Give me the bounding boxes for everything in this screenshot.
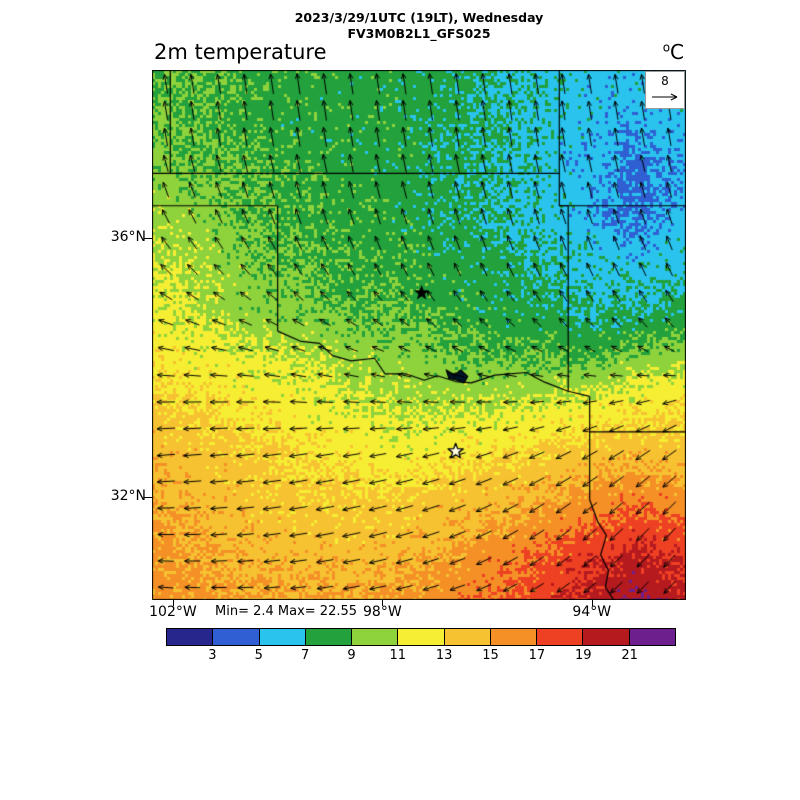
units-main: C (670, 40, 684, 64)
ref-vector-arrow-icon (652, 93, 678, 101)
colorbar-segment (167, 629, 214, 645)
colorbar-tick-label: 7 (300, 648, 310, 663)
ref-vector-box: 8 (645, 71, 685, 109)
lat-tick-label: 36°N (110, 229, 146, 246)
colorbar (166, 628, 676, 646)
colorbar-segment (305, 629, 353, 645)
lon-tick-label: 102°W (149, 604, 197, 620)
colorbar-tick-label: 13 (435, 648, 453, 663)
colorbar-tick-label: 3 (208, 648, 217, 663)
ref-vector-value: 8 (661, 74, 669, 88)
colorbar-segment (398, 629, 445, 645)
header-model-name: FV3M0B2L1_GFS025 (347, 26, 491, 41)
lat-tick-mark (144, 496, 152, 498)
colorbar-segment (444, 629, 491, 645)
plot-header: 2023/3/29/1UTC (19LT), Wednesday FV3M0B2… (152, 10, 686, 42)
lat-tick-label: 32°N (110, 487, 146, 504)
colorbar-tick-label: 15 (482, 648, 499, 663)
plot-title: 2m temperature (154, 40, 327, 64)
minmax-stats: Min= 2.4 Max= 22.55 (215, 604, 358, 619)
colorbar-tick-label: 21 (621, 648, 638, 663)
colorbar-tick-label: 11 (389, 648, 407, 663)
lon-tick-label: 98°W (363, 604, 402, 620)
colorbar-segment (583, 629, 630, 645)
lon-tick-mark (172, 600, 174, 606)
temperature-map-canvas (152, 70, 686, 600)
lon-tick-mark (591, 600, 593, 606)
colorbar-tick-label: 17 (528, 648, 546, 663)
colorbar-tick-label: 5 (254, 648, 263, 663)
colorbar-segment (490, 629, 538, 645)
colorbar-wrap: 3 5 7 9 11 13 15 17 19 21 (166, 628, 676, 664)
colorbar-segment (213, 629, 260, 645)
units-label: oC (663, 40, 684, 64)
map-frame: 8 (152, 70, 686, 600)
lon-tick-mark (382, 600, 384, 606)
colorbar-segment (537, 629, 584, 645)
header-datetime: 2023/3/29/1UTC (19LT), Wednesday (294, 10, 544, 25)
lon-tick-label: 94°W (572, 604, 612, 620)
units-degree-sup: o (662, 40, 671, 55)
lat-tick-mark (144, 238, 152, 240)
colorbar-segment (352, 629, 399, 645)
colorbar-segment (629, 629, 675, 645)
colorbar-tick-label: 19 (574, 648, 592, 663)
colorbar-segment (259, 629, 306, 645)
colorbar-ticks: 3 5 7 9 11 13 15 17 19 21 (166, 646, 676, 664)
colorbar-tick-label: 9 (347, 648, 356, 663)
